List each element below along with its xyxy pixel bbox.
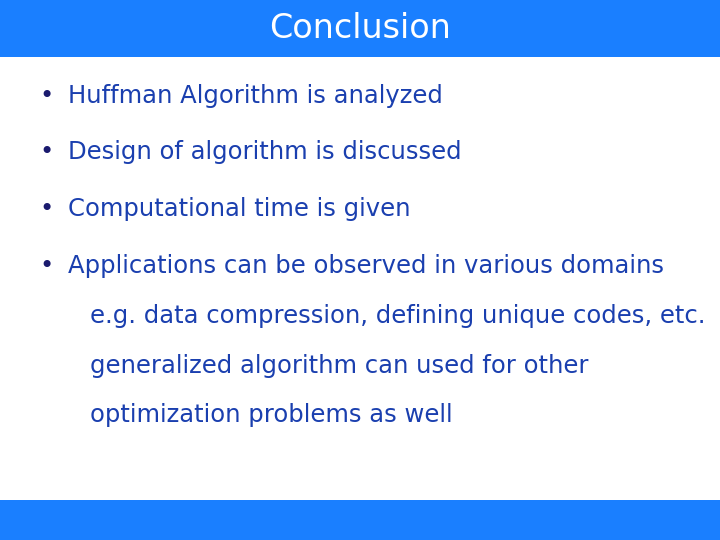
Text: Huffman Algorithm is analyzed: Huffman Algorithm is analyzed [68,84,444,107]
Text: •: • [40,197,54,221]
Bar [0,500,720,540]
Text: optimization problems as well: optimization problems as well [90,403,453,428]
Text: Design of algorithm is discussed: Design of algorithm is discussed [68,140,462,164]
Text: •: • [40,254,54,278]
Text: Computational time is given: Computational time is given [68,197,411,221]
Text: Applications can be observed in various domains: Applications can be observed in various … [68,254,665,278]
Text: Conclusion: Conclusion [269,12,451,45]
Text: •: • [40,84,54,107]
Text: e.g. data compression, defining unique codes, etc.: e.g. data compression, defining unique c… [90,303,706,328]
Bar [0,0,720,57]
Text: •: • [40,140,54,164]
Text: generalized algorithm can used for other: generalized algorithm can used for other [90,354,588,377]
